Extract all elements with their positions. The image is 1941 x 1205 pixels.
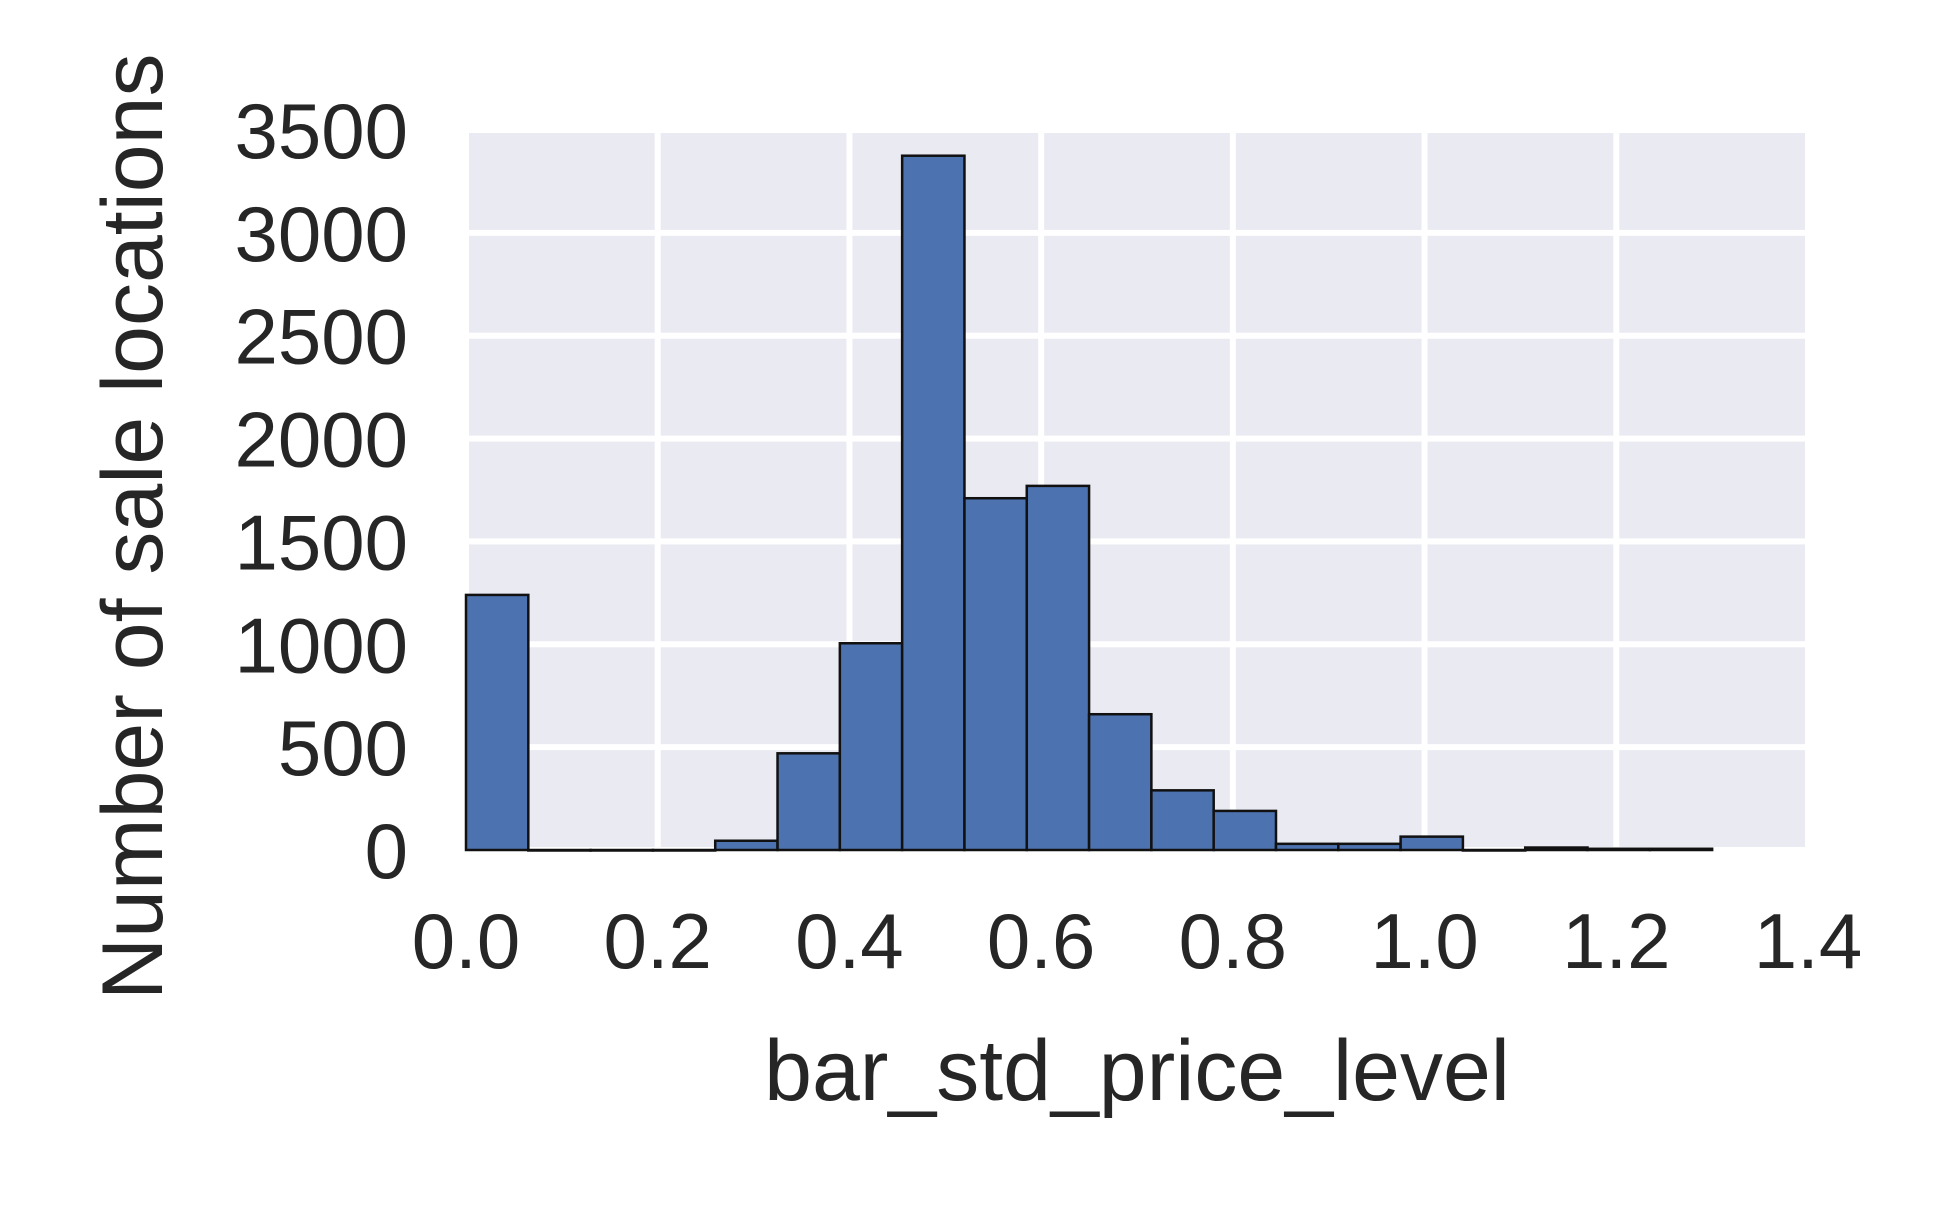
histogram-bar [527, 848, 592, 852]
histogram-bar [713, 839, 779, 852]
histogram-bar [1648, 847, 1714, 852]
x-tick-label: 0.2 [603, 897, 711, 985]
x-tick-label: 0.6 [987, 897, 1095, 985]
histogram-bar [900, 154, 966, 852]
x-tick-labels: 0.0 0.2 0.4 0.6 0.8 1.0 1.2 1.4 [412, 897, 1862, 985]
histogram-bar [589, 848, 655, 852]
y-axis-label: Number of sale locations [85, 54, 181, 1000]
x-tick-label: 0.4 [795, 897, 903, 985]
histogram-bar [1150, 789, 1215, 852]
histogram-bar [1586, 847, 1652, 852]
y-tick-label: 2500 [234, 293, 408, 381]
histogram-bar [1087, 712, 1153, 852]
histogram-bar [651, 848, 717, 852]
histogram-bar [963, 496, 1029, 852]
histogram-bar [1274, 842, 1340, 852]
y-tick-labels: 0 500 1000 1500 2000 2500 3000 3500 [234, 87, 408, 895]
histogram-bar [464, 593, 530, 852]
histogram-bar [1212, 809, 1278, 852]
histogram-bar [1337, 842, 1402, 852]
histogram-bar [1399, 835, 1465, 852]
y-tick-label: 1000 [234, 601, 408, 689]
x-tick-label: 1.0 [1370, 897, 1478, 985]
x-tick-label: 1.2 [1562, 897, 1670, 985]
y-tick-label: 1500 [234, 498, 408, 586]
y-tick-label: 3000 [234, 190, 408, 278]
histogram-bar [776, 752, 842, 852]
y-tick-label: 2000 [234, 396, 408, 484]
y-tick-label: 3500 [234, 87, 408, 175]
x-tick-label: 0.0 [412, 897, 520, 985]
histogram-bar [838, 642, 904, 852]
histogram-bar [1523, 846, 1589, 852]
y-tick-label: 0 [365, 807, 408, 895]
y-tick-label: 500 [278, 704, 408, 792]
x-tick-label: 1.4 [1754, 897, 1862, 985]
histogram-bar [1461, 848, 1527, 852]
histogram-bar [1025, 484, 1091, 852]
x-tick-label: 0.8 [1179, 897, 1287, 985]
histogram-bars [464, 154, 1714, 852]
x-axis-label: bar_std_price_level [764, 1023, 1510, 1119]
